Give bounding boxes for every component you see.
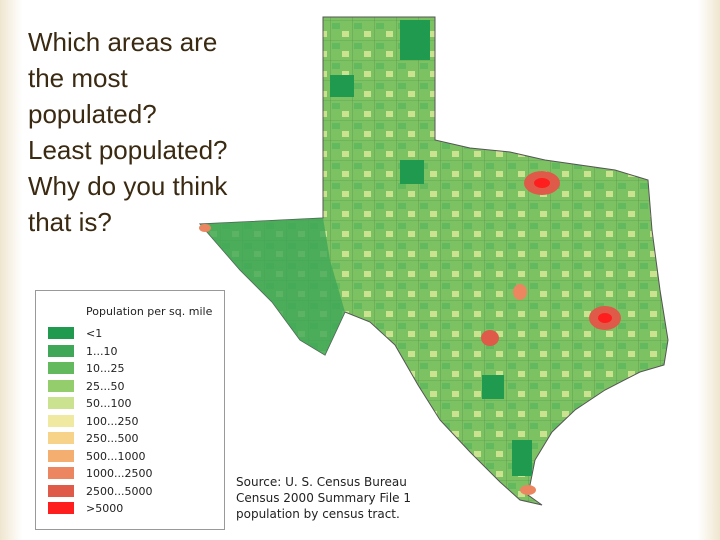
legend-swatch xyxy=(48,379,74,392)
source: Source: U. S. Census Bureau Census 2000 S… xyxy=(236,474,411,522)
west-region xyxy=(200,218,345,355)
question-line: populated? xyxy=(28,99,157,129)
city xyxy=(199,224,211,232)
legend-swatch xyxy=(48,327,74,339)
legend-swatch xyxy=(48,467,74,479)
legend: Population per sq. mile <1 1...10 10...25 2… xyxy=(35,290,225,530)
legend-label: 250...500 xyxy=(86,432,139,445)
county xyxy=(400,20,430,60)
city xyxy=(513,284,527,300)
legend-label: 25...50 xyxy=(86,379,125,393)
question-line: that is? xyxy=(28,207,112,237)
question-line: Why do you think xyxy=(28,171,228,201)
city xyxy=(481,330,499,346)
legend-label: 100...250 xyxy=(86,414,139,428)
legend-label: 10...25 xyxy=(86,362,125,375)
question: Which areas are the most populated? Least p… xyxy=(28,24,228,240)
county xyxy=(400,160,424,184)
source-line: population by census tract. xyxy=(236,507,400,521)
legend-label: 1...10 xyxy=(86,344,118,358)
legend-label: 500...1000 xyxy=(86,449,146,463)
legend-swatch xyxy=(48,414,74,427)
border xyxy=(698,0,720,540)
legend-label: <1 xyxy=(86,327,103,340)
legend-swatch xyxy=(48,362,74,374)
city xyxy=(520,485,536,495)
source-line: Census 2000 Summary File 1 xyxy=(236,491,411,505)
legend-label: >5000 xyxy=(86,502,124,515)
legend-swatch xyxy=(48,502,74,514)
legend-swatch xyxy=(48,449,74,462)
city xyxy=(598,313,612,323)
question-line: the most xyxy=(28,63,128,93)
legend-title: Population per sq. mile xyxy=(86,305,213,318)
question-line: Least populated? xyxy=(28,135,228,165)
border xyxy=(0,0,22,540)
legend-swatch xyxy=(48,344,74,357)
county xyxy=(512,440,532,476)
question-line: Which areas are xyxy=(28,27,218,57)
source-line: Source: U. S. Census Bureau xyxy=(236,475,407,489)
city xyxy=(534,178,550,188)
legend-label: 50...100 xyxy=(86,397,132,410)
legend-label: 1000...2500 xyxy=(86,467,153,480)
county xyxy=(482,375,504,399)
legend-swatch xyxy=(48,397,74,409)
county xyxy=(330,75,354,97)
legend-swatch xyxy=(48,432,74,444)
legend-label: 2500...5000 xyxy=(86,484,153,498)
legend-swatch xyxy=(48,484,74,497)
